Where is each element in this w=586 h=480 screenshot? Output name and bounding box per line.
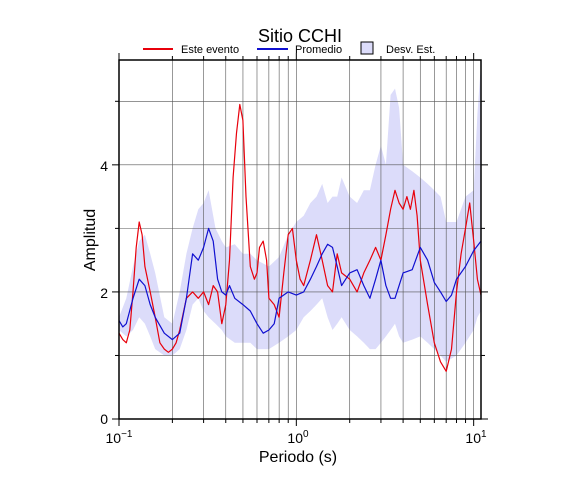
legend-label-promedio: Promedio xyxy=(295,44,342,56)
legend-label-evento: Este evento xyxy=(181,44,239,56)
y-axis-label: Amplitud xyxy=(82,209,99,271)
legend: Este evento Promedio Desv. Est. xyxy=(143,41,435,56)
x-tick-exp: −1 xyxy=(121,429,133,440)
x-tick-base: 10 xyxy=(106,430,122,446)
legend-swatch-band xyxy=(360,41,374,55)
x-axis-label: Periodo (s) xyxy=(259,449,337,466)
x-tick-label: 101 xyxy=(465,429,487,446)
y-tick-labels: 0 2 4 xyxy=(100,158,108,427)
plot-frame xyxy=(118,59,482,420)
x-tick-exp: 0 xyxy=(303,429,309,440)
series-line-evento xyxy=(118,103,482,372)
x-tick-labels: 10−1 100 101 xyxy=(106,429,488,446)
plot-area xyxy=(112,53,488,426)
y-tick-label: 2 xyxy=(100,285,108,301)
x-tick-base: 10 xyxy=(465,430,481,446)
x-tick-label: 100 xyxy=(287,429,309,446)
chart-title: Sitio CCHI xyxy=(258,26,342,46)
legend-label-band: Desv. Est. xyxy=(386,44,435,56)
series-line-promedio xyxy=(118,227,482,341)
x-tick-exp: 1 xyxy=(481,429,487,440)
x-tick-base: 10 xyxy=(287,430,303,446)
y-tick-label: 4 xyxy=(100,158,108,174)
x-tick-label: 10−1 xyxy=(106,429,133,446)
std-band xyxy=(119,63,481,362)
y-tick-label: 0 xyxy=(100,411,108,427)
